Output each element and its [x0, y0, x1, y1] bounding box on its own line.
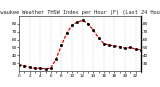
Title: Milwaukee Weather THSW Index per Hour (F) (Last 24 Hours): Milwaukee Weather THSW Index per Hour (F…: [0, 10, 160, 15]
